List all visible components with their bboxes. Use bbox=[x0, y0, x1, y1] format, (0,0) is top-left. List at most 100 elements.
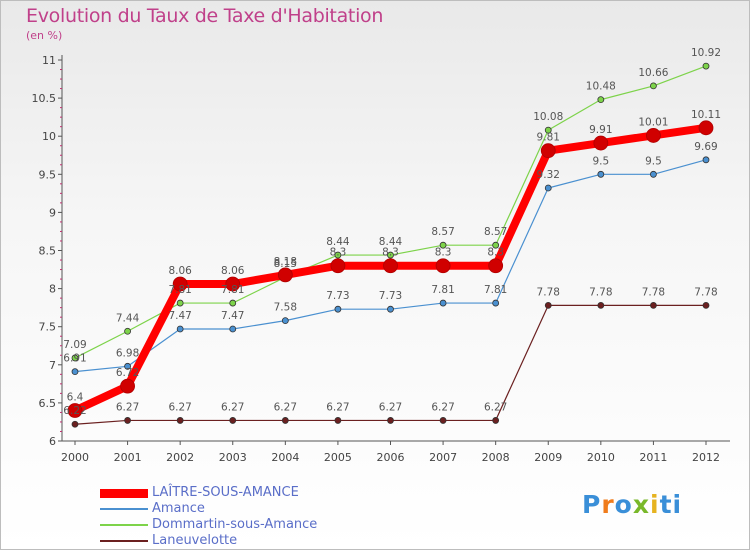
data-label: 7.78 bbox=[694, 286, 717, 298]
chart-title: Evolution du Taux de Taxe d'Habitation bbox=[26, 5, 384, 27]
data-point bbox=[229, 325, 237, 333]
data-point bbox=[229, 299, 237, 307]
x-tick-label: 2008 bbox=[482, 451, 510, 464]
logo-letter: o bbox=[614, 490, 633, 519]
data-label: 8.06 bbox=[168, 265, 192, 277]
data-point bbox=[544, 126, 552, 134]
data-point bbox=[172, 276, 188, 292]
y-tick-label: 11 bbox=[42, 54, 56, 67]
data-label: 6.22 bbox=[63, 405, 86, 417]
data-point bbox=[597, 301, 605, 309]
data-label: 7.73 bbox=[379, 290, 402, 302]
data-point bbox=[383, 258, 398, 274]
data-label: 9.5 bbox=[645, 155, 662, 167]
data-point bbox=[334, 417, 342, 424]
data-label: 6.91 bbox=[63, 353, 86, 365]
logo-letter: x bbox=[632, 490, 650, 519]
data-label: 6.98 bbox=[116, 347, 139, 359]
data-label: 7.47 bbox=[168, 310, 191, 322]
data-point bbox=[702, 156, 710, 164]
data-label: 10.92 bbox=[691, 47, 721, 59]
data-point bbox=[593, 135, 609, 151]
data-point bbox=[488, 258, 504, 274]
data-point bbox=[492, 417, 500, 424]
data-point bbox=[229, 417, 237, 424]
data-point bbox=[124, 362, 131, 370]
data-label: 7.58 bbox=[274, 302, 297, 314]
data-label: 7.47 bbox=[221, 310, 244, 322]
data-label: 6.27 bbox=[168, 401, 191, 413]
data-label: 8.18 bbox=[274, 256, 297, 268]
y-tick-label: 10.5 bbox=[32, 92, 57, 105]
data-point bbox=[71, 420, 79, 428]
data-point bbox=[281, 317, 289, 325]
data-label: 7.73 bbox=[326, 290, 349, 302]
data-label: 8.44 bbox=[326, 236, 350, 248]
x-tick-label: 2005 bbox=[324, 451, 352, 464]
data-point bbox=[124, 327, 131, 335]
data-point bbox=[67, 403, 83, 418]
data-point bbox=[492, 241, 500, 249]
data-label: 7.81 bbox=[431, 284, 454, 296]
data-point bbox=[435, 258, 451, 274]
data-label: 8.15 bbox=[274, 258, 297, 270]
data-label: 10.48 bbox=[586, 81, 616, 93]
data-point bbox=[439, 299, 447, 307]
data-label: 9.91 bbox=[589, 124, 612, 136]
data-label: 10.11 bbox=[691, 109, 721, 121]
data-point bbox=[176, 417, 184, 424]
chart-subtitle: (en %) bbox=[26, 29, 63, 42]
x-tick-label: 2011 bbox=[639, 451, 667, 464]
y-tick-label: 8 bbox=[49, 283, 56, 296]
data-point bbox=[540, 143, 556, 159]
data-label: 7.78 bbox=[537, 286, 560, 298]
data-point bbox=[71, 368, 79, 376]
proxiti-logo: Proxiti bbox=[582, 490, 682, 519]
y-tick-label: 6.5 bbox=[39, 397, 57, 410]
data-point bbox=[597, 170, 605, 178]
data-label: 7.81 bbox=[221, 284, 244, 296]
data-label: 6.27 bbox=[221, 401, 244, 413]
logo-letter: r bbox=[601, 490, 615, 519]
data-point bbox=[277, 267, 293, 283]
x-tick-label: 2006 bbox=[377, 451, 405, 464]
x-tick-label: 2001 bbox=[114, 451, 142, 464]
data-point bbox=[176, 299, 184, 307]
y-tick-label: 10 bbox=[42, 130, 56, 143]
legend-label: Laneuvelotte bbox=[152, 533, 238, 548]
data-point bbox=[439, 417, 447, 424]
legend-label: Dommartin-sous-Amance bbox=[152, 517, 318, 532]
data-label: 10.66 bbox=[638, 67, 668, 79]
legend-swatch bbox=[100, 508, 148, 510]
y-tick-label: 9.5 bbox=[39, 168, 57, 181]
data-point bbox=[698, 120, 714, 136]
data-label: 6.4 bbox=[67, 392, 84, 404]
logo-letter: ti bbox=[659, 490, 683, 519]
data-point bbox=[544, 301, 552, 309]
data-point bbox=[225, 276, 241, 292]
data-label: 6.72 bbox=[116, 367, 139, 379]
data-point bbox=[330, 258, 346, 274]
data-label: 7.78 bbox=[642, 286, 665, 298]
data-point bbox=[439, 241, 447, 249]
x-tick-label: 2004 bbox=[271, 451, 299, 464]
legend-swatch bbox=[100, 489, 148, 498]
y-tick-label: 7 bbox=[49, 359, 56, 372]
data-point bbox=[702, 301, 710, 309]
data-label: 8.44 bbox=[379, 236, 403, 248]
legend-swatch bbox=[100, 524, 148, 526]
x-tick-label: 2009 bbox=[534, 451, 562, 464]
logo-letter: P bbox=[582, 490, 602, 519]
data-point bbox=[702, 62, 710, 70]
legend-label: LAÎTRE-SOUS-AMANCE bbox=[152, 485, 299, 500]
data-point bbox=[71, 354, 79, 362]
data-label: 9.69 bbox=[694, 141, 717, 153]
data-label: 8.57 bbox=[484, 226, 507, 238]
data-label: 7.81 bbox=[484, 284, 507, 296]
data-label: 8.3 bbox=[382, 247, 399, 259]
data-point bbox=[387, 417, 394, 424]
x-tick-label: 2002 bbox=[166, 451, 194, 464]
data-label: 6.27 bbox=[326, 401, 349, 413]
data-point bbox=[387, 251, 394, 259]
